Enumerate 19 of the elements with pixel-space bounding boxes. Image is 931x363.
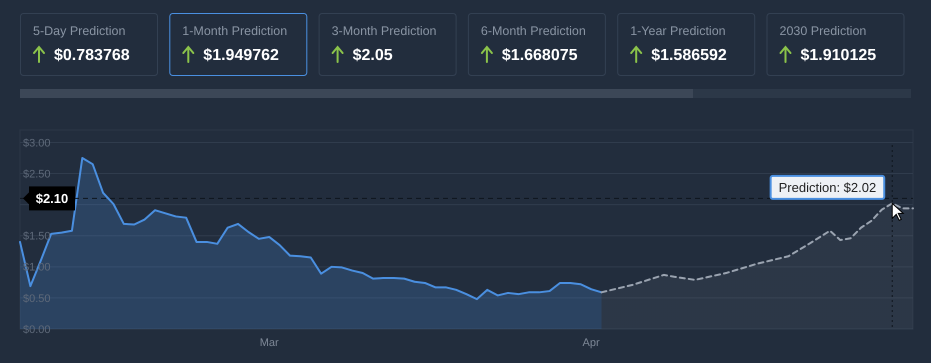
x-tick-label: Apr	[582, 336, 600, 349]
text: 1-Year Prediction	[630, 24, 726, 38]
y-tick-label: $0.00	[23, 324, 51, 336]
text: $0.783768	[54, 47, 130, 64]
text: 6-Month Prediction	[480, 24, 586, 38]
annotation: Prediction: $2.02	[778, 180, 876, 195]
y-tick-label: $3.00	[23, 137, 51, 150]
ref-line-label: $2.10	[36, 190, 68, 206]
text: $1.910125	[800, 47, 876, 64]
text: 1-Month Prediction	[182, 24, 288, 38]
x-tick-label: Mar	[260, 336, 280, 349]
text: 2030 Prediction	[780, 24, 866, 38]
text: $1.949762	[203, 47, 280, 64]
y-tick-label: $2.50	[23, 168, 51, 180]
text: 5-Day Prediction	[33, 24, 126, 38]
text: $1.586592	[651, 47, 727, 64]
text: $2.05	[352, 47, 393, 64]
text: 3-Month Prediction	[332, 24, 437, 38]
text: $1.668075	[502, 47, 578, 64]
